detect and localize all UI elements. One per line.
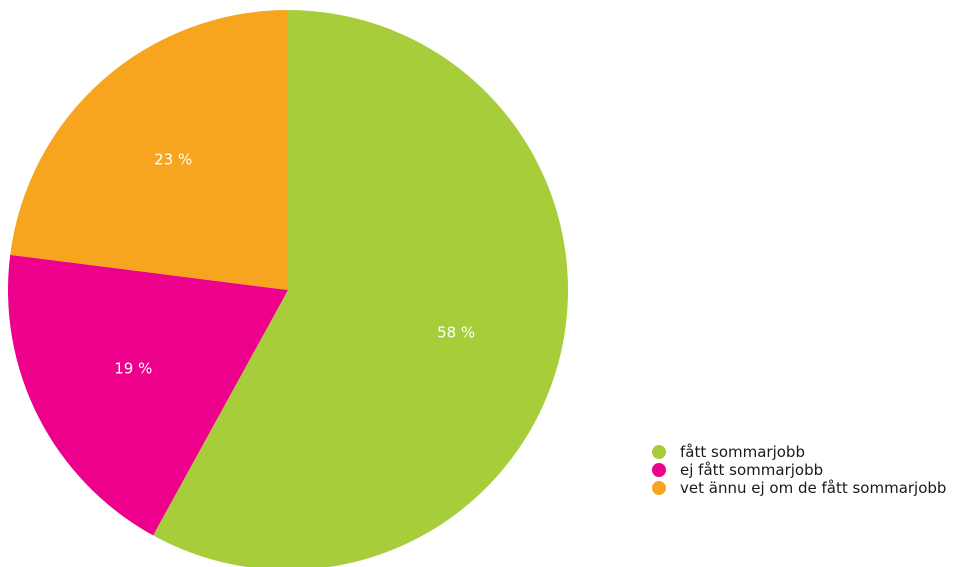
legend-item-vet-annu-ej: vet ännu ej om de fått sommarjobb: [652, 479, 946, 497]
legend-item-fatt-sommarjobb: fått sommarjobb: [652, 443, 946, 461]
pie-slices: [8, 10, 568, 567]
pie-slice-labels: 58 % 19 % 23 %: [114, 150, 475, 377]
pie-slice-fatt-sommarjobb: [153, 10, 568, 567]
legend-swatch: [652, 445, 666, 459]
slice-label-fatt-sommarjobb: 58 %: [437, 324, 475, 342]
slice-label-vet-annu-ej: 23 %: [154, 150, 192, 168]
legend-label: fått sommarjobb: [680, 443, 805, 461]
legend-item-ej-fatt-sommarjobb: ej fått sommarjobb: [652, 461, 946, 479]
slice-label-ej-fatt-sommarjobb: 19 %: [114, 359, 152, 377]
legend-label: vet ännu ej om de fått sommarjobb: [680, 479, 947, 497]
legend-swatch: [652, 463, 666, 477]
pie-slice-ej-fatt-sommarjobb: [8, 254, 289, 536]
chart-legend: fått sommarjobb ej fått sommarjobb vet ä…: [652, 443, 946, 497]
legend-label: ej fått sommarjobb: [680, 461, 824, 479]
legend-swatch: [652, 481, 666, 495]
pie-slice-vet-annu-ej: [10, 10, 288, 290]
